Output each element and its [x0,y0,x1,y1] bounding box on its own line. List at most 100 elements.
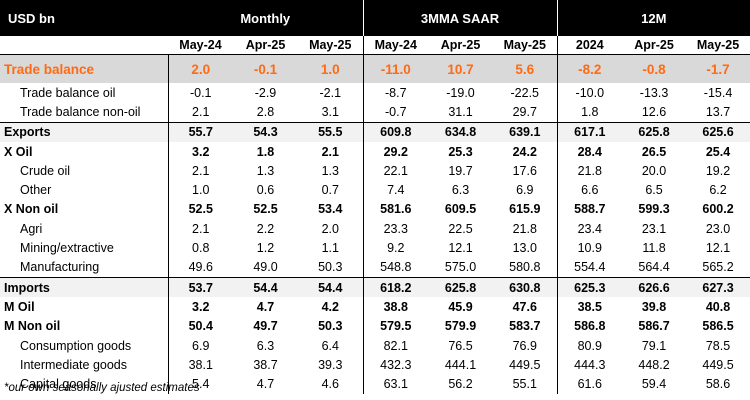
table-cell: 581.6 [362,199,429,220]
table-cell: 6.3 [256,338,275,353]
table-cell: 82.1 [362,335,429,356]
table-cell: 53.4 [318,202,343,217]
table-cell: 1.0 [298,54,364,83]
table-cell: 56.2 [448,377,473,392]
table-cell: 76.9 [512,338,537,353]
table-cell: 625.8 [428,276,494,298]
table-cell: 609.8 [362,121,429,142]
table-cell: 10.9 [556,238,623,258]
table-cell: 548.8 [362,257,429,278]
table-cell: 12.6 [641,104,667,119]
table-cell: 0.7 [321,183,339,198]
table-cell: 39.8 [641,299,667,314]
table-cell: 634.8 [428,121,494,142]
row-label: Trade balance oil [0,83,169,103]
table-cell: 50.3 [318,319,343,334]
table-cell: 449.5 [509,357,541,372]
table-cell: 21.8 [512,221,537,236]
table-cell: 2.0 [168,54,233,83]
table-cell: 625.8 [622,121,687,142]
table-cell: 0.8 [192,241,210,256]
table-cell: -0.1 [233,54,298,83]
table-cell: 55.7 [168,121,233,142]
table-cell: -19.0 [446,85,475,100]
row-label: Trade balance [0,54,169,83]
table-cell: 554.4 [556,257,623,278]
table-cell: 1.3 [256,163,275,178]
row-label: Manufacturing [0,257,169,278]
table-cell: 625.3 [556,276,623,298]
table-cell: 19.7 [448,163,473,178]
table-row: Intermediate goods 38.1 38.7 39.3 432.3 444.1… [0,355,750,375]
table-cell: -13.3 [639,85,669,100]
table-row: M Non oil 50.4 49.7 50.3 579.5 579.9 583.7 586.… [0,316,750,336]
table-cell: 3.2 [192,299,210,314]
table-cell: 21.8 [556,161,623,181]
table-cell: 580.8 [509,260,541,275]
table-cell: 0.6 [256,183,275,198]
table-cell: 12.1 [705,241,731,256]
table-cell: 586.5 [702,319,734,334]
table-row: Agri 2.1 2.2 2.0 23.3 22.5 21.8 23.4 23.1 23.0 [0,219,750,239]
row-label: X Non oil [0,199,169,220]
row-label: Imports [0,276,169,298]
table-cell: 55.1 [512,377,537,392]
row-label: Crude oil [0,161,169,181]
table-cell: 25.4 [705,144,731,159]
table-cell: 6.3 [451,183,470,198]
table-cell: 78.5 [705,338,731,353]
table-cell: 6.9 [516,183,534,198]
table-cell: 6.2 [709,183,727,198]
table-cell: 4.2 [321,299,339,314]
row-label: M Oil [0,297,169,317]
table-cell: 49.0 [253,260,278,275]
table-cell: 63.1 [362,374,429,394]
table-cell: 4.7 [256,377,275,392]
table-cell: 13.0 [512,241,537,256]
table-cell: -22.5 [510,85,540,100]
column-header: May-25 [298,36,364,55]
table-cell: 2.2 [256,221,275,236]
table-cell: 38.7 [253,357,278,372]
table-cell: 579.5 [362,316,429,336]
table-cell: 1.8 [256,144,275,159]
table-cell: 575.0 [444,260,477,275]
table-cell: 50.3 [318,260,343,275]
table-cell: 28.4 [556,141,623,162]
table-cell: 4.6 [321,377,339,392]
table-cell: 11.8 [642,241,666,256]
row-label: M Non oil [0,316,169,336]
table-cell: 564.4 [638,260,670,275]
table-row: Consumption goods 6.9 6.3 6.4 82.1 76.5 76.9 80… [0,335,750,356]
table-row: Other 1.0 0.6 0.7 7.4 6.3 6.9 6.6 6.5 6.2 [0,180,750,200]
table-cell: -8.7 [362,83,429,103]
table-cell: 20.0 [641,163,667,178]
table-cell: 2.1 [321,144,339,159]
unit-label: USD bn [0,0,168,36]
table-cell: 39.3 [318,357,343,372]
table-cell: 2.1 [192,163,210,178]
table-cell: 52.5 [188,202,213,217]
footnote: *our own seasonally ajusted estimates [4,382,200,394]
table-cell: 639.1 [493,121,558,142]
table-cell: 23.0 [705,221,731,236]
row-label: Exports [0,121,169,142]
table-cell: -1.7 [686,54,750,83]
row-label: Other [0,180,169,200]
table-cell: -8.2 [556,54,623,83]
table-cell: -2.9 [254,85,277,100]
table-cell: 6.4 [321,338,339,353]
column-header-row: May-24 Apr-25 May-25 May-24 Apr-25 May-2… [0,36,750,55]
table-cell: 583.7 [509,319,541,334]
table-cell: 9.2 [362,238,429,258]
table-row: Trade balance non-oil 2.1 2.8 3.1 -0.7 31.1 29… [0,102,750,123]
table-cell: 10.7 [428,54,494,83]
row-label: Agri [0,219,169,239]
table-row: X Oil 3.2 1.8 2.1 29.2 25.3 24.2 28.4 26.5 25.4 [0,141,750,162]
table-cell: 7.4 [362,180,429,200]
table-cell: 59.4 [641,377,667,392]
table-cell: 1.8 [556,102,623,123]
table-cell: 599.3 [638,202,670,217]
table-cell: 600.2 [702,202,734,217]
table-cell: 1.0 [192,183,210,198]
